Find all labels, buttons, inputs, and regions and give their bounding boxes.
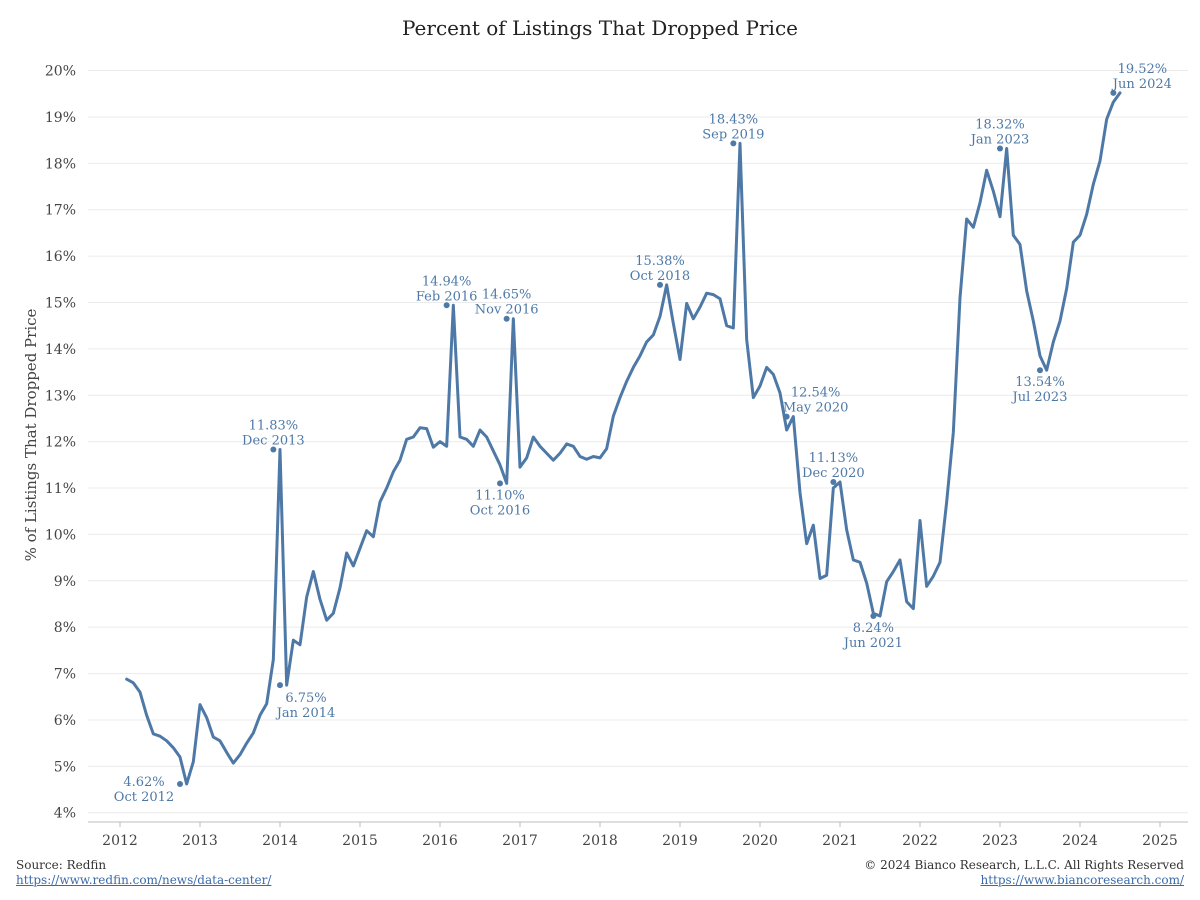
x-tick-label: 2015 — [342, 833, 378, 849]
y-tick-label: 17% — [45, 203, 76, 219]
y-tick-label: 19% — [45, 110, 76, 126]
x-tick-label: 2022 — [902, 833, 938, 849]
annotation-date: Dec 2013 — [242, 434, 305, 449]
y-axis-title: % of Listings That Dropped Price — [22, 308, 40, 561]
copyright-text: © 2024 Bianco Research, L.L.C. All Right… — [864, 858, 1184, 872]
annotation-date: Jul 2023 — [1011, 390, 1068, 405]
footer-source: Source: Redfin https://www.redfin.com/ne… — [16, 858, 271, 888]
y-axis: 4% 5% 6% 7% 8% 9% 10% 11% 12% 13% 14% 15% 16% 17% 18% 1… — [45, 64, 76, 822]
annotation-date: Jan 2023 — [969, 132, 1030, 147]
annotation-value: 13.54% — [1015, 375, 1065, 390]
y-tick-label: 18% — [45, 156, 76, 172]
y-tick-label: 8% — [54, 620, 76, 636]
x-tick-label: 2016 — [422, 833, 458, 849]
annotation-value: 18.43% — [709, 112, 759, 127]
annotation-date: Sep 2019 — [702, 127, 764, 142]
source-label: Source: Redfin — [16, 858, 107, 872]
annotation-date: Nov 2016 — [475, 303, 539, 318]
annotation-marker — [657, 281, 663, 288]
x-tick-label: 2024 — [1062, 833, 1098, 849]
chart-title: Percent of Listings That Dropped Price — [402, 16, 798, 40]
annotation-marker — [1037, 367, 1043, 374]
y-tick-label: 12% — [45, 435, 76, 451]
annotations: 4.62%Oct 2012 11.83%Dec 2013 6.75%Jan 2014… — [114, 62, 1172, 805]
site-link[interactable]: https://www.biancoresearch.com/ — [980, 873, 1184, 887]
annotation-value: 14.94% — [422, 274, 472, 289]
annotation-marker — [730, 140, 737, 147]
annotation-date: Oct 2012 — [114, 790, 174, 805]
y-tick-label: 15% — [45, 295, 76, 311]
x-tick-label: 2017 — [502, 833, 538, 849]
annotation-marker — [497, 480, 503, 487]
x-tick-label: 2019 — [662, 833, 698, 849]
grid-lines — [88, 70, 1188, 814]
annotation-date: May 2020 — [783, 401, 849, 416]
y-tick-label: 10% — [45, 527, 76, 543]
annotation-value: 11.83% — [249, 419, 299, 434]
y-tick-label: 9% — [54, 574, 76, 590]
annotation-date: Oct 2016 — [470, 503, 530, 518]
annotation-marker — [783, 413, 790, 420]
annotation-marker — [270, 446, 277, 453]
footer-copyright: © 2024 Bianco Research, L.L.C. All Right… — [864, 858, 1184, 888]
y-tick-label: 14% — [45, 342, 76, 358]
x-axis: 2012 2013 2014 2015 2016 2017 2018 2019 2020 2021… — [88, 821, 1188, 849]
annotation-value: 12.54% — [791, 386, 841, 401]
annotation-marker — [830, 478, 837, 485]
annotation-marker — [997, 145, 1003, 152]
annotation-value: 19.52% — [1118, 62, 1168, 77]
x-tick-label: 2014 — [262, 833, 298, 849]
annotation-marker — [1110, 89, 1117, 96]
y-tick-label: 5% — [54, 759, 76, 775]
annotation-marker — [443, 302, 450, 309]
annotation-value: 18.32% — [975, 117, 1025, 132]
annotation-value: 14.65% — [482, 288, 532, 303]
y-tick-label: 4% — [54, 806, 76, 822]
annotation-value: 15.38% — [635, 254, 685, 269]
annotation-value: 6.75% — [285, 691, 326, 706]
x-tick-label: 2021 — [822, 833, 858, 849]
annotation-date: Jun 2021 — [842, 636, 903, 651]
annotation-value: 11.13% — [809, 451, 859, 466]
annotation-date: Jan 2014 — [275, 706, 336, 721]
y-tick-label: 11% — [45, 481, 76, 497]
annotation-marker — [870, 613, 877, 620]
y-tick-label: 20% — [45, 64, 76, 80]
annotation-date: Feb 2016 — [416, 289, 478, 304]
annotation-date: Dec 2020 — [802, 466, 865, 481]
x-tick-label: 2023 — [982, 833, 1018, 849]
annotation-marker — [503, 315, 510, 322]
x-tick-label: 2018 — [582, 833, 618, 849]
y-tick-label: 6% — [54, 713, 76, 729]
x-tick-label: 2025 — [1142, 833, 1178, 849]
annotation-marker — [277, 682, 283, 689]
y-tick-label: 7% — [54, 667, 76, 683]
series-layer — [125, 91, 1122, 786]
annotation-date: Oct 2018 — [630, 269, 690, 284]
annotation-value: 11.10% — [475, 488, 525, 503]
x-tick-label: 2013 — [182, 833, 218, 849]
y-tick-label: 13% — [45, 388, 76, 404]
source-link[interactable]: https://www.redfin.com/news/data-center/ — [16, 873, 272, 887]
series-line — [125, 91, 1122, 786]
x-tick-label: 2020 — [742, 833, 778, 849]
annotation-date: Jun 2024 — [1111, 77, 1172, 92]
annotation-value: 4.62% — [123, 775, 164, 790]
y-tick-label: 16% — [45, 249, 76, 265]
annotation-value: 8.24% — [853, 621, 894, 636]
annotation-marker — [177, 780, 183, 787]
x-tick-label: 2012 — [102, 833, 138, 849]
